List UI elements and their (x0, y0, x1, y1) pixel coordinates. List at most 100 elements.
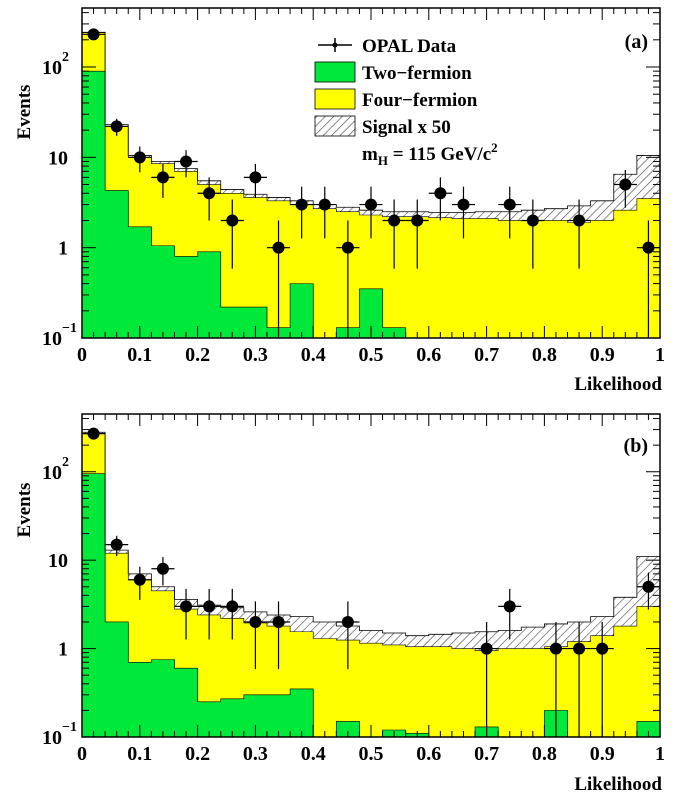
x-tick-label: 0 (77, 344, 87, 366)
signal-bar (220, 189, 244, 194)
data-point (313, 186, 337, 239)
mass-superscript: 2 (491, 140, 498, 155)
data-point (475, 621, 499, 737)
four-fermion-bar (544, 220, 569, 338)
signal-bar (521, 627, 545, 649)
x-tick-label: 0.3 (243, 743, 268, 765)
x-axis-title-a: Likelihood (574, 374, 662, 395)
data-point (382, 199, 406, 269)
four-fermion-bar (428, 646, 453, 737)
data-point (266, 601, 291, 670)
four-fermion-bar (336, 640, 360, 737)
x-tick-label: 0.6 (416, 344, 441, 366)
data-point (336, 220, 360, 338)
plot-area-a (82, 28, 660, 338)
x-tick-label: 0.7 (474, 344, 499, 366)
x-axis-b: 0 0.1 0.2 0.3 0.4 0.5 0.6 0.7 0.8 0.9 1 (77, 414, 665, 765)
x-tick-label: 0.1 (127, 743, 152, 765)
four-fermion-bar (590, 220, 615, 338)
signal-bar (151, 586, 175, 591)
data-point (197, 588, 221, 640)
data-point (405, 199, 429, 269)
legend-entry-data: OPAL Data (318, 36, 457, 57)
signal-bar (266, 197, 291, 201)
data-point (498, 186, 522, 239)
two-fermion-bar (174, 256, 199, 338)
four-fermion-bar (382, 644, 407, 737)
x-tick-label: 0.4 (301, 743, 326, 765)
legend-label-signal: Signal x 50 (362, 117, 451, 138)
data-point (336, 601, 360, 670)
y-tick-label: 1 (58, 238, 68, 260)
data-point (128, 146, 152, 173)
x-axis-title-b: Likelihood (574, 774, 662, 795)
legend-label-two-fermion: Two−fermion (362, 63, 472, 84)
four-fermion-outline (82, 32, 660, 223)
data-point (220, 588, 244, 640)
four-fermion-bar (567, 222, 592, 338)
y-tick-label: 10 (42, 328, 62, 350)
four-fermion-bar (451, 648, 476, 737)
data-point (590, 621, 614, 737)
data-point (613, 170, 637, 208)
x-tick-label: 0.1 (127, 344, 152, 366)
two-fermion-bar (174, 668, 199, 737)
y-tick-label: 1 (58, 639, 68, 661)
legend-entry-signal: Signal x 50 (314, 115, 451, 138)
x-tick-label: 0.9 (590, 743, 615, 765)
data-point (82, 28, 106, 41)
mass-prefix: m (362, 144, 378, 165)
y-tick-label: 10 (48, 550, 68, 572)
four-fermion-bar (613, 210, 638, 338)
x-tick-label: 0.9 (590, 344, 615, 366)
x-axis-a: 0 0.1 0.2 0.3 0.4 0.5 0.6 0.7 0.8 0.9 1 (77, 8, 665, 366)
signal-bar (382, 633, 406, 645)
y-tick-exponent: 2 (62, 50, 69, 65)
y-tick-exponent: −1 (62, 321, 77, 336)
two-fermion-bar (151, 245, 175, 338)
data-point (544, 621, 568, 737)
y-tick-exponent: 2 (62, 455, 69, 470)
panel-label-a: (a) (625, 31, 648, 53)
data-point (359, 186, 383, 239)
four-fermion-bar (636, 606, 660, 737)
two-fermion-bar (128, 226, 152, 338)
two-fermion-bar (105, 621, 129, 737)
two-fermion-bar (266, 694, 291, 737)
data-point (567, 621, 591, 737)
signal-bar (590, 200, 614, 221)
four-fermion-bar (313, 208, 337, 338)
signal-bar (544, 208, 568, 221)
mass-value: = 115 GeV/c (388, 144, 491, 165)
four-fermion-bar (498, 648, 522, 737)
x-tick-label: 0.3 (243, 344, 268, 366)
x-tick-label: 1 (655, 743, 665, 765)
data-point (197, 177, 221, 221)
signal-bar (359, 630, 383, 644)
four-fermion-bar (613, 626, 638, 737)
x-tick-label: 0.7 (474, 743, 499, 765)
four-fermion-bar (451, 218, 476, 338)
two-fermion-outline (82, 473, 660, 737)
two-fermion-bar (336, 721, 360, 737)
x-tick-label: 0.8 (532, 344, 557, 366)
four-fermion-bar (313, 638, 337, 737)
two-fermion-bar (359, 288, 384, 338)
data-point (451, 186, 476, 239)
x-tick-label: 0.6 (416, 743, 441, 765)
data-point (151, 163, 175, 198)
data-point (174, 150, 198, 178)
x-tick-label: 0.5 (359, 743, 384, 765)
four-fermion-bar (521, 648, 545, 737)
four-fermion-bar (405, 646, 430, 737)
x-tick-label: 0.2 (185, 743, 210, 765)
data-point (128, 566, 152, 600)
two-fermion-bar (105, 190, 129, 338)
mass-subscript: H (378, 153, 388, 168)
two-fermion-bar (82, 473, 106, 737)
data-point (151, 557, 175, 586)
four-fermion-bar (405, 216, 430, 338)
y-axis-title-b: Events (14, 483, 35, 538)
